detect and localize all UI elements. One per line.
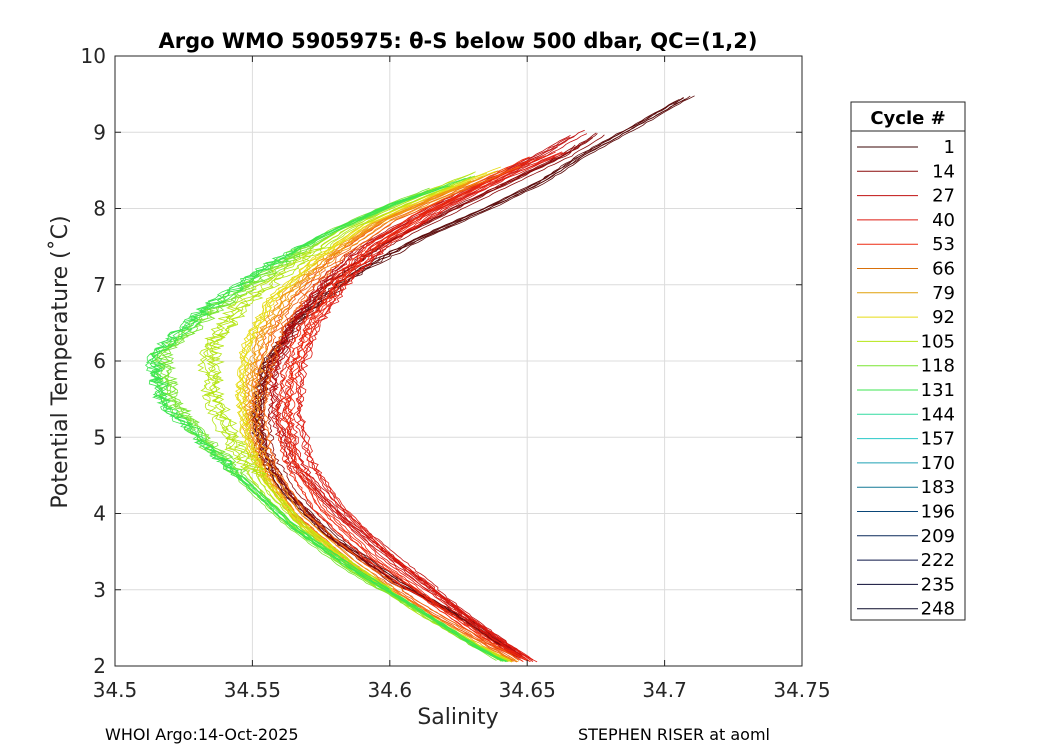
series-line-cycle-131 (148, 194, 507, 663)
y-tick-label: 6 (93, 349, 106, 373)
y-axis: 2 3 4 5 6 7 8 9 10 (81, 44, 802, 678)
series-line-cycle-118 (161, 189, 503, 661)
y-axis-label: Potential Temperature (˚C) (48, 215, 73, 508)
series-line-cycle-14 (257, 132, 597, 657)
x-tick-label: 34.7 (642, 678, 687, 702)
y-tick-label: 10 (81, 44, 106, 68)
series-line-cycle-14 (256, 133, 598, 657)
series-line-cycle-40 (287, 151, 556, 663)
legend-label: 144 (921, 404, 955, 425)
legend-box (850, 101, 966, 621)
data-series (144, 95, 695, 663)
x-axis-label: Salinity (417, 705, 498, 730)
series-line-cycle-118 (149, 187, 497, 661)
legend-label: 209 (921, 526, 955, 547)
series-line-cycle-131 (144, 188, 503, 662)
series-line-cycle-40 (298, 151, 567, 663)
series-line-cycle-1 (254, 95, 691, 657)
series-line-cycle-27 (273, 146, 558, 657)
x-tick-label: 34.5 (93, 678, 138, 702)
legend-label: 27 (932, 186, 955, 207)
legend-label: 131 (921, 380, 955, 401)
y-tick-label: 5 (93, 425, 106, 449)
footer-right: STEPHEN RISER at aoml (578, 725, 770, 744)
legend-label: 196 (921, 502, 955, 523)
series-line-cycle-53 (285, 167, 531, 662)
legend-label: 40 (932, 210, 955, 231)
series-line-cycle-66 (262, 166, 520, 661)
series-line-cycle-79 (254, 181, 519, 663)
legend-label: 183 (921, 477, 955, 498)
y-tick-label: 7 (93, 273, 106, 297)
legend-label: 92 (932, 307, 955, 328)
legend-items: 1 14 27 40 53 66 79 92 105 118 131 144 157 170 183 196 2… (857, 137, 955, 620)
series-line-cycle-27 (279, 133, 588, 658)
legend-label: 79 (932, 283, 955, 304)
footer-left: WHOI Argo:14-Oct-2025 (105, 725, 299, 744)
y-tick-label: 2 (93, 654, 106, 678)
chart-title: Argo WMO 5905975: θ-S below 500 dbar, QC… (159, 29, 758, 53)
series-line-cycle-53 (282, 158, 534, 662)
legend-label: 66 (932, 259, 955, 280)
legend-label: 1 (944, 137, 955, 158)
series-line-cycle-40 (295, 155, 556, 661)
legend-label: 157 (921, 429, 955, 450)
x-tick-label: 34.75 (773, 678, 830, 702)
y-tick-label: 3 (93, 578, 106, 602)
series-line-cycle-53 (277, 156, 530, 662)
x-axis: 34.5 34.55 34.6 34.65 34.7 34.75 (93, 56, 831, 702)
series-line-cycle-118 (154, 191, 502, 662)
legend-label: 222 (921, 550, 955, 571)
x-tick-label: 34.6 (368, 678, 413, 702)
legend-label: 235 (921, 574, 955, 595)
y-tick-label: 8 (93, 197, 106, 221)
legend-title: Cycle # (870, 108, 945, 129)
legend-label: 105 (921, 331, 955, 352)
series-line-cycle-105 (206, 177, 508, 661)
y-tick-label: 9 (93, 120, 106, 144)
series-line-cycle-53 (287, 155, 547, 661)
legend-label: 170 (921, 453, 955, 474)
x-tick-label: 34.65 (499, 678, 556, 702)
legend-label: 248 (921, 599, 955, 620)
legend-label: 14 (932, 161, 955, 182)
series-line-cycle-53 (281, 160, 529, 661)
legend-label: 53 (932, 234, 955, 255)
series-line-cycle-131 (150, 185, 506, 662)
x-tick-label: 34.55 (224, 678, 281, 702)
series-line-cycle-92 (240, 182, 511, 661)
legend-label: 118 (921, 356, 955, 377)
series-line-cycle-131 (145, 177, 504, 662)
legend: Cycle # 1 14 27 40 53 66 79 92 105 118 131 144 157 17… (850, 101, 966, 621)
y-tick-label: 4 (93, 502, 106, 526)
series-line-cycle-40 (292, 151, 563, 662)
